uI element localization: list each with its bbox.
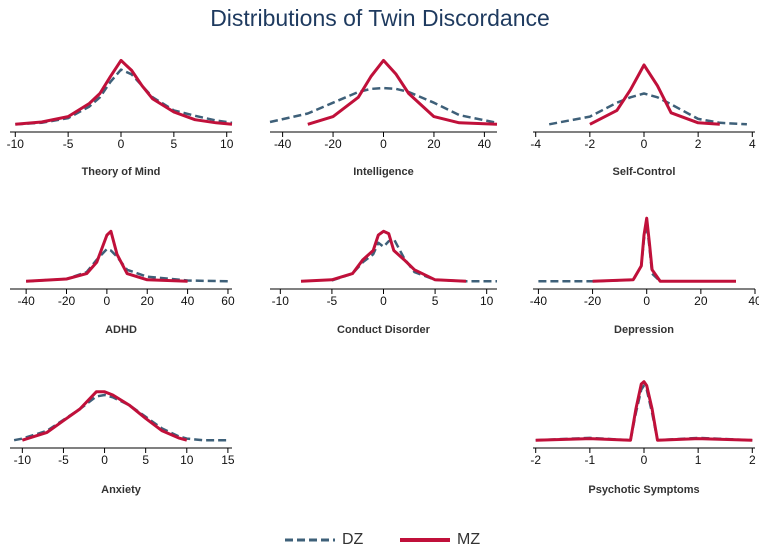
x-tick-label: 10 <box>480 294 494 308</box>
x-tick-label: -20 <box>584 294 602 308</box>
x-axis-label: Self-Control <box>613 166 676 178</box>
density-line <box>589 63 720 126</box>
x-axis-label: Conduct Disorder <box>337 324 431 336</box>
legend-label: DZ <box>342 531 364 548</box>
x-tick-label: 40 <box>748 294 759 308</box>
density-line <box>300 229 467 283</box>
x-axis-label: Theory of Mind <box>82 166 161 178</box>
x-tick-label: 2 <box>749 453 756 467</box>
x-tick-label: 0 <box>118 137 125 151</box>
x-tick-label: 0 <box>101 453 108 467</box>
density-line <box>15 58 233 126</box>
density-line <box>26 229 188 283</box>
x-tick-label: 60 <box>221 294 235 308</box>
x-tick-label: 20 <box>427 137 441 151</box>
x-tick-label: -10 <box>7 137 25 151</box>
x-tick-label: -5 <box>58 453 69 467</box>
x-tick-label: -20 <box>58 294 76 308</box>
chart-title: Distributions of Twin Discordance <box>210 5 550 31</box>
x-tick-label: 0 <box>641 453 648 467</box>
x-axis-label: Intelligence <box>353 166 414 178</box>
x-tick-label: -2 <box>530 453 541 467</box>
x-tick-label: 2 <box>695 137 702 151</box>
density-line <box>535 380 753 442</box>
x-tick-label: 0 <box>641 137 648 151</box>
x-tick-label: -4 <box>530 137 541 151</box>
legend-label: MZ <box>457 531 480 548</box>
x-tick-label: -10 <box>272 294 290 308</box>
x-tick-label: 4 <box>749 137 756 151</box>
x-tick-label: 20 <box>141 294 155 308</box>
x-tick-label: 0 <box>380 294 387 308</box>
x-tick-label: 15 <box>221 453 235 467</box>
density-line <box>21 390 188 442</box>
x-tick-label: -1 <box>585 453 596 467</box>
x-tick-label: 1 <box>695 453 702 467</box>
x-tick-label: 5 <box>142 453 149 467</box>
x-axis-label: ADHD <box>105 324 137 336</box>
x-tick-label: -5 <box>63 137 74 151</box>
x-tick-label: 20 <box>694 294 708 308</box>
x-tick-label: 10 <box>220 137 234 151</box>
x-tick-label: 5 <box>171 137 178 151</box>
density-line <box>592 216 736 283</box>
x-tick-label: -20 <box>324 137 342 151</box>
x-tick-label: 0 <box>643 294 650 308</box>
x-tick-label: 40 <box>181 294 195 308</box>
x-axis-label: Psychotic Symptoms <box>588 484 699 496</box>
x-tick-label: -40 <box>530 294 548 308</box>
x-tick-label: -40 <box>17 294 35 308</box>
density-line <box>15 68 233 126</box>
density-line <box>548 92 747 126</box>
x-tick-label: 10 <box>180 453 194 467</box>
x-axis-label: Anxiety <box>101 484 142 496</box>
x-axis-label: Depression <box>614 324 674 336</box>
x-tick-label: 0 <box>104 294 111 308</box>
x-tick-label: -40 <box>274 137 292 151</box>
density-line <box>307 58 498 126</box>
x-tick-label: -2 <box>585 137 596 151</box>
density-line <box>269 86 498 125</box>
x-tick-label: -5 <box>327 294 338 308</box>
x-tick-label: 40 <box>478 137 492 151</box>
x-tick-label: 5 <box>432 294 439 308</box>
x-tick-label: -10 <box>14 453 32 467</box>
x-tick-label: 0 <box>380 137 387 151</box>
